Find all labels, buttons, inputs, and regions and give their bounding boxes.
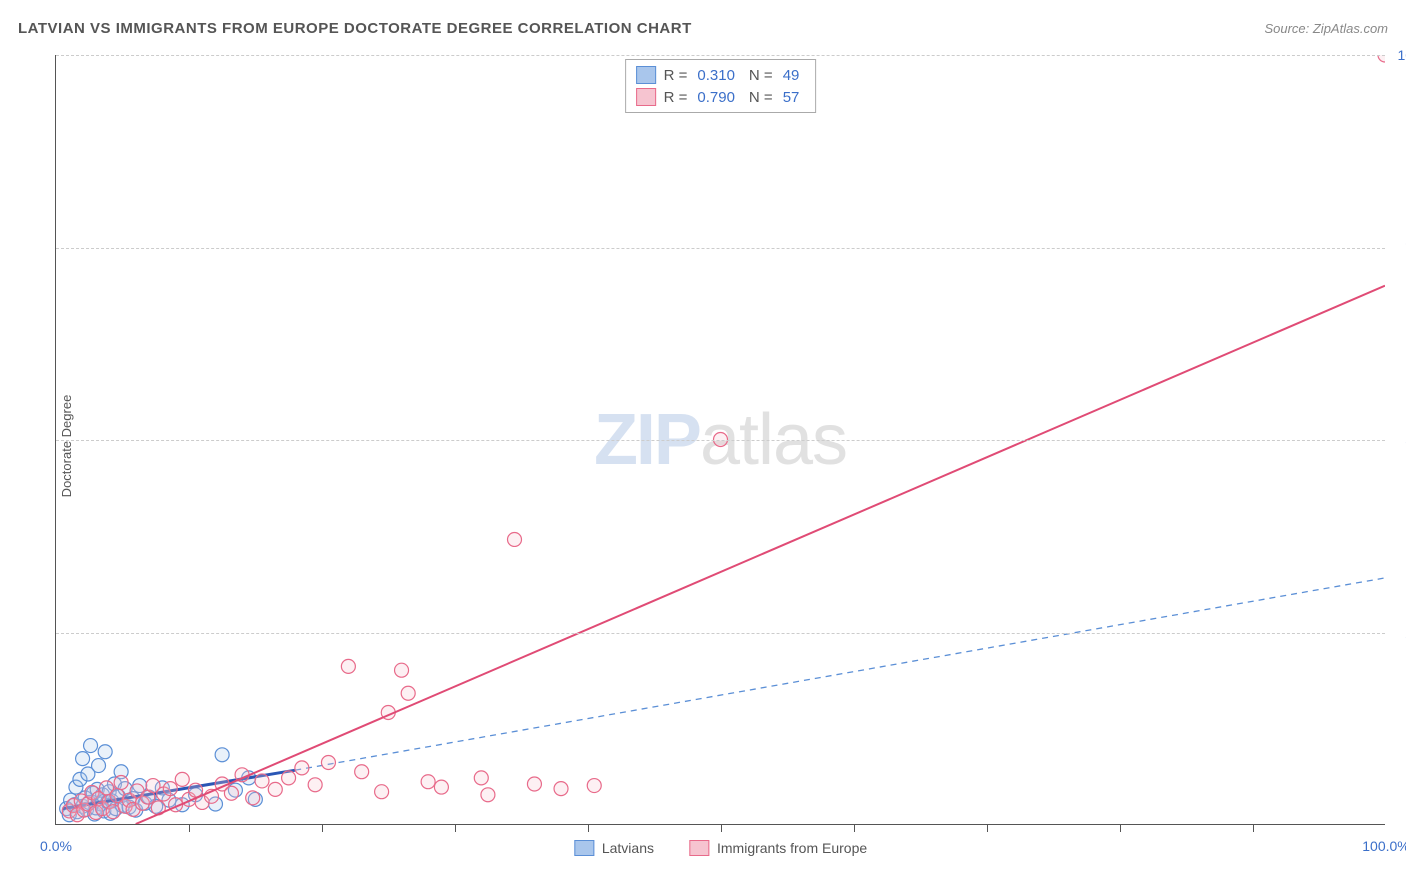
r-label: R =: [664, 89, 688, 106]
data-point: [76, 752, 90, 766]
scatter-plot: ZIPatlas R = 0.310 N = 49 R = 0.790 N = …: [55, 55, 1385, 825]
source-attribution: Source: ZipAtlas.com: [1264, 21, 1388, 36]
data-point: [375, 785, 389, 799]
swatch-latvians-icon: [574, 840, 594, 856]
data-point: [554, 782, 568, 796]
data-point: [355, 765, 369, 779]
x-tick: [1253, 824, 1254, 832]
data-point: [114, 775, 128, 789]
trend-line-dashed: [295, 578, 1385, 770]
data-point: [341, 659, 355, 673]
data-point: [246, 791, 260, 805]
gridline: [56, 633, 1385, 634]
y-tick-label: 75.0%: [1390, 240, 1406, 256]
r-label: R =: [664, 67, 688, 84]
data-point: [175, 772, 189, 786]
x-tick: [854, 824, 855, 832]
trend-line: [136, 286, 1385, 824]
x-tick: [455, 824, 456, 832]
series-legend: Latvians Immigrants from Europe: [574, 840, 867, 856]
data-point: [527, 777, 541, 791]
swatch-immigrants-icon: [689, 840, 709, 856]
r-value: 0.790: [697, 89, 735, 106]
n-value: 49: [783, 67, 800, 84]
x-tick-label: 100.0%: [1362, 838, 1406, 854]
chart-header: LATVIAN VS IMMIGRANTS FROM EUROPE DOCTOR…: [18, 20, 1388, 37]
x-tick: [987, 824, 988, 832]
data-point: [282, 771, 296, 785]
n-value: 57: [783, 89, 800, 106]
x-tick-label: 0.0%: [40, 838, 72, 854]
data-point: [92, 759, 106, 773]
data-point: [401, 686, 415, 700]
x-tick: [721, 824, 722, 832]
r-value: 0.310: [697, 67, 735, 84]
stat-legend: R = 0.310 N = 49 R = 0.790 N = 57: [625, 59, 817, 113]
data-point: [395, 663, 409, 677]
data-point: [268, 782, 282, 796]
stat-legend-row-latvians: R = 0.310 N = 49: [636, 64, 806, 86]
data-point: [215, 748, 229, 762]
gridline: [56, 440, 1385, 441]
data-point: [308, 778, 322, 792]
stat-legend-row-immigrants: R = 0.790 N = 57: [636, 86, 806, 108]
y-tick-label: 50.0%: [1390, 432, 1406, 448]
legend-item-latvians: Latvians: [574, 840, 654, 856]
x-tick: [588, 824, 589, 832]
n-label: N =: [749, 89, 773, 106]
legend-item-immigrants: Immigrants from Europe: [689, 840, 867, 856]
y-tick-label: 25.0%: [1390, 625, 1406, 641]
gridline: [56, 248, 1385, 249]
data-point: [98, 745, 112, 759]
data-point: [295, 761, 309, 775]
swatch-latvians: [636, 66, 656, 84]
data-point: [321, 755, 335, 769]
data-point: [508, 532, 522, 546]
data-point: [1378, 55, 1385, 62]
data-point: [587, 779, 601, 793]
y-tick-label: 100.0%: [1390, 47, 1406, 63]
data-point: [84, 739, 98, 753]
data-point: [255, 774, 269, 788]
n-label: N =: [749, 67, 773, 84]
x-tick: [322, 824, 323, 832]
data-point: [434, 780, 448, 794]
x-tick: [189, 824, 190, 832]
legend-label-immigrants: Immigrants from Europe: [717, 840, 867, 856]
swatch-immigrants: [636, 88, 656, 106]
data-point: [224, 786, 238, 800]
data-point: [481, 788, 495, 802]
data-point: [163, 782, 177, 796]
chart-title: LATVIAN VS IMMIGRANTS FROM EUROPE DOCTOR…: [18, 20, 692, 37]
legend-label-latvians: Latvians: [602, 840, 654, 856]
x-tick: [1120, 824, 1121, 832]
data-point: [474, 771, 488, 785]
data-point: [421, 775, 435, 789]
gridline: [56, 55, 1385, 56]
